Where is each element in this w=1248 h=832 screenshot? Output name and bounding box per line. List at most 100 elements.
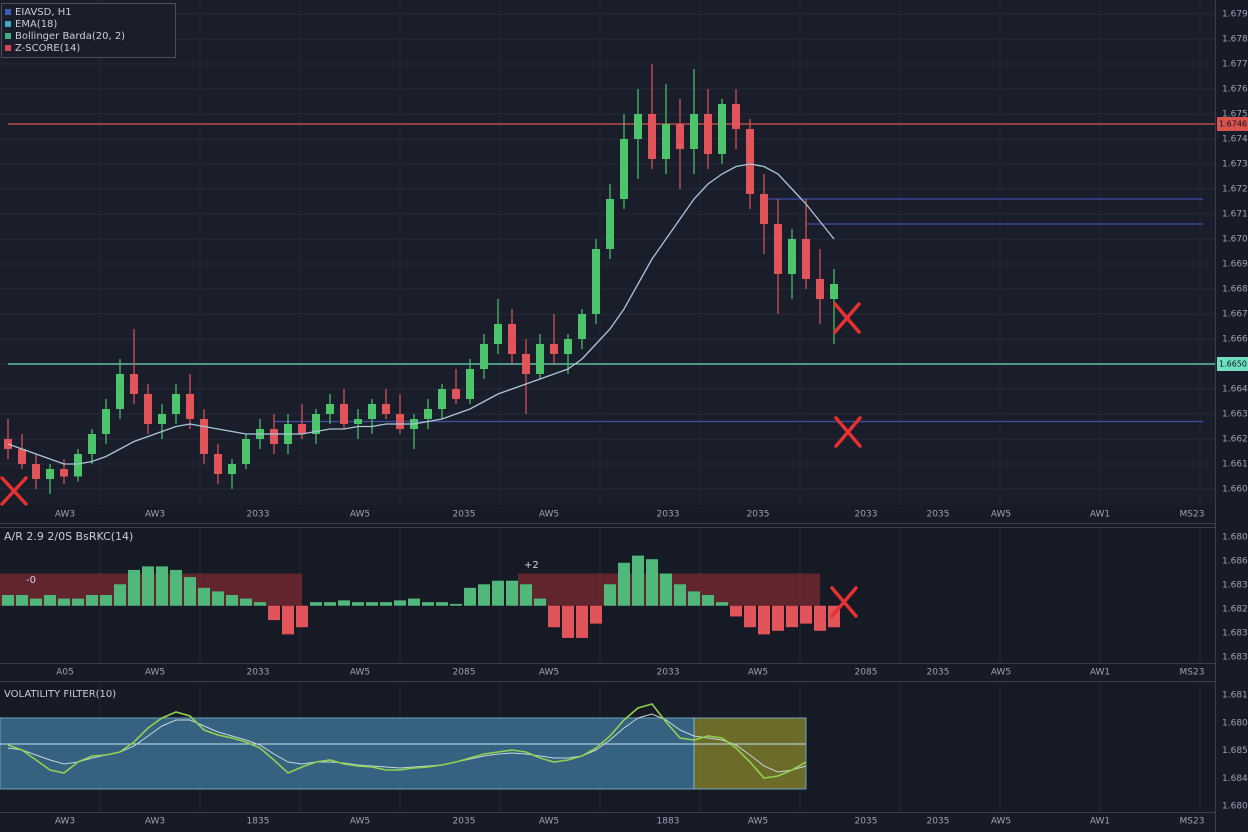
- histogram-bar: [212, 591, 224, 606]
- legend-label: EMA(18): [15, 19, 57, 30]
- x-tick-label: 2035: [927, 510, 950, 520]
- y-tick-label: 1.6690: [1222, 260, 1248, 270]
- y-tick-label: 1.6730: [1222, 160, 1248, 170]
- candle-body: [60, 469, 68, 477]
- y-tick-label: 1.6850: [1222, 746, 1248, 756]
- histogram-bar: [128, 569, 140, 606]
- candle-body: [340, 404, 348, 424]
- candle-body: [746, 129, 754, 194]
- candle-body: [620, 139, 628, 199]
- histogram-bar: [716, 602, 728, 606]
- histogram-bar: [800, 605, 812, 624]
- x-tick-label: AW3: [55, 817, 75, 827]
- candle-body: [690, 114, 698, 149]
- candle-body: [312, 414, 320, 434]
- candle-body: [704, 114, 712, 154]
- x-tick-label: AW5: [991, 510, 1011, 520]
- candle-body: [32, 464, 40, 479]
- candle-body: [438, 389, 446, 409]
- candle-body: [326, 404, 334, 414]
- x-tick-label: AW5: [748, 668, 768, 678]
- histogram-bar: [324, 602, 336, 606]
- histogram-bar: [702, 595, 714, 606]
- sell-marker: [834, 416, 862, 448]
- histogram-bar: [744, 605, 756, 628]
- histogram-bar: [254, 602, 266, 606]
- histogram-bar: [30, 598, 42, 606]
- candle-body: [200, 419, 208, 454]
- legend-label: EIAVSD, H1: [15, 7, 72, 18]
- x-tick-label: AW5: [991, 817, 1011, 827]
- y-tick-label: 1.6800: [1222, 718, 1248, 728]
- y-tick-label: 1.6630: [1222, 410, 1248, 420]
- histogram-bar: [506, 580, 518, 606]
- x-tick-label: AW5: [539, 668, 559, 678]
- candle-body: [648, 114, 656, 159]
- histogram-bar: [100, 595, 112, 606]
- histogram-bar: [58, 598, 70, 606]
- histogram-bar: [814, 605, 826, 631]
- legend-box: [1, 3, 176, 58]
- histogram-bar: [184, 577, 196, 606]
- histogram-bar: [450, 603, 462, 606]
- histogram-bar: [142, 566, 154, 606]
- histogram-bar: [72, 598, 84, 606]
- candle-body: [550, 344, 558, 354]
- legend-swatch: [5, 33, 11, 39]
- x-tick-label: AW1: [1090, 817, 1110, 827]
- y-tick-label: 1.6760: [1222, 85, 1248, 95]
- histogram-bar: [562, 605, 574, 638]
- y-tick-label: 1.6610: [1222, 460, 1248, 470]
- sell-marker: [0, 476, 28, 506]
- candle-body: [354, 419, 362, 424]
- histogram-bar: [604, 584, 616, 606]
- candle-body: [466, 369, 474, 399]
- candle-body: [564, 339, 572, 354]
- panel-title: A/R 2.9 2/0S BsRKC(14): [4, 530, 133, 543]
- y-tick-label: 1.6800: [1222, 533, 1248, 543]
- x-tick-label: AW3: [55, 510, 75, 520]
- y-tick-label: 1.6780: [1222, 35, 1248, 45]
- candle-body: [88, 434, 96, 454]
- x-tick-label: 1883: [657, 817, 680, 827]
- candle-body: [382, 404, 390, 414]
- histogram-bar: [660, 573, 672, 606]
- legend-label: Bollinger Barda(20, 2): [15, 31, 125, 42]
- legend-label: Z-SCORE(14): [15, 43, 80, 54]
- legend-swatch: [5, 21, 11, 27]
- candle-body: [522, 354, 530, 374]
- histogram-bar: [730, 605, 742, 617]
- histogram-bar: [786, 605, 798, 628]
- candle-body: [186, 394, 194, 419]
- panel-title: VOLATILITY FILTER(10): [4, 689, 116, 700]
- y-tick-label: 1.6740: [1222, 135, 1248, 145]
- x-tick-label: 2035: [927, 817, 950, 827]
- y-tick-label: 1.6600: [1222, 485, 1248, 495]
- candle-body: [396, 414, 404, 429]
- histogram-bar: [492, 580, 504, 606]
- candle-body: [144, 394, 152, 424]
- candle-body: [578, 314, 586, 339]
- x-tick-label: 2033: [247, 510, 270, 520]
- candle-body: [102, 409, 110, 434]
- candle-body: [718, 104, 726, 154]
- candle-body: [228, 464, 236, 474]
- candle-body: [158, 414, 166, 424]
- histogram-bar: [114, 584, 126, 606]
- y-tick-label: 1.6800: [1222, 802, 1248, 812]
- candle-body: [368, 404, 376, 419]
- histogram-bar: [268, 605, 280, 621]
- candle-body: [606, 199, 614, 249]
- x-tick-label: AW3: [145, 817, 165, 827]
- x-tick-label: 2033: [657, 668, 680, 678]
- histogram-bar: [240, 598, 252, 606]
- x-tick-label: AW5: [539, 817, 559, 827]
- x-tick-label: AW1: [1090, 668, 1110, 678]
- histogram-bar: [2, 595, 14, 606]
- x-tick-label: 2035: [453, 817, 476, 827]
- histogram-bar: [520, 584, 532, 606]
- histogram-bar: [380, 602, 392, 606]
- filter-zone: [0, 717, 695, 790]
